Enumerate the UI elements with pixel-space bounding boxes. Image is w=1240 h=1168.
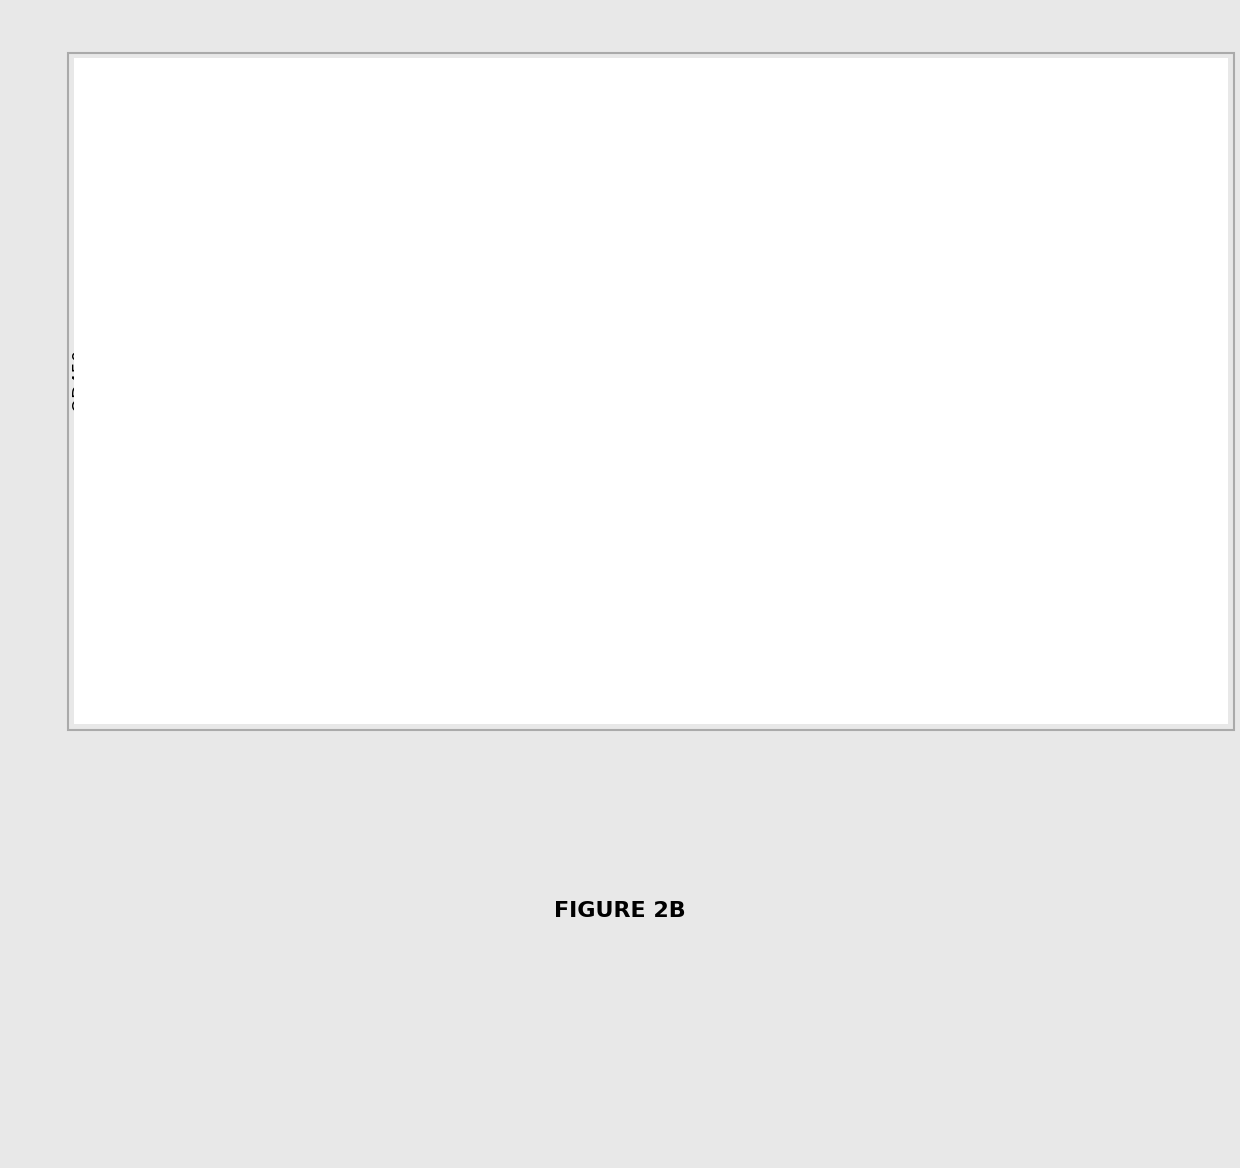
Legend: NC (6.3ug/ml), #16(22ug/ml), #18(2.5ug/ml), #23(1.8ug/ml), #26(27ug/ml), #27(23u: NC (6.3ug/ml), #16(22ug/ml), #18(2.5ug/m… — [959, 249, 1136, 477]
#23(1.8ug/ml) — [357, 310, 372, 324]
#16(22ug/ml) — [532, 530, 547, 544]
#27(23ug/ml) — [883, 580, 898, 595]
NC (6.3ug/ml) — [357, 222, 372, 236]
#40(1.7ug/ml) — [357, 383, 372, 397]
#16(22ug/ml) — [883, 558, 898, 572]
#40(1.7ug/ml) — [883, 508, 898, 522]
#31(42ug/ml) — [181, 169, 196, 183]
Line: #31(42ug/ml): #31(42ug/ml) — [182, 171, 897, 519]
Line: NC (6.3ug/ml): NC (6.3ug/ml) — [185, 158, 894, 234]
Y-axis label: OD450: OD450 — [71, 348, 89, 411]
#23(1.8ug/ml) — [181, 152, 196, 166]
#40(1.7ug/ml) — [181, 173, 196, 187]
#23(1.8ug/ml) — [532, 335, 547, 349]
#27(23ug/ml) — [181, 158, 196, 172]
#27(23ug/ml) — [357, 493, 372, 507]
#31(42ug/ml) — [707, 480, 722, 494]
NC (6.3ug/ml) — [181, 155, 196, 169]
#31(42ug/ml) — [532, 322, 547, 336]
#40(1.7ug/ml) — [707, 485, 722, 499]
#18(2.5ug/ml) — [181, 165, 196, 179]
#26(27ug/ml) — [181, 160, 196, 174]
#26(27ug/ml) — [532, 545, 547, 559]
Line: #26(27ug/ml): #26(27ug/ml) — [182, 161, 897, 598]
Line: #16(22ug/ml): #16(22ug/ml) — [184, 150, 895, 570]
#31(42ug/ml) — [357, 265, 372, 279]
#26(27ug/ml) — [707, 585, 722, 599]
Text: FIGURE 2B: FIGURE 2B — [554, 901, 686, 922]
Line: #18(2.5ug/ml): #18(2.5ug/ml) — [184, 167, 895, 472]
#27(23ug/ml) — [532, 545, 547, 559]
#18(2.5ug/ml) — [883, 460, 898, 474]
#23(1.8ug/ml) — [707, 340, 722, 354]
#16(22ug/ml) — [181, 147, 196, 161]
#16(22ug/ml) — [707, 550, 722, 564]
Line: #23(1.8ug/ml): #23(1.8ug/ml) — [184, 154, 895, 368]
Title: anti-PD-1 scFv-Fcs inhibit PD-1 binding towards PD-L1: anti-PD-1 scFv-Fcs inhibit PD-1 binding … — [239, 84, 839, 104]
X-axis label: scFv-Fc dilution factor: scFv-Fc dilution factor — [440, 675, 639, 694]
#16(22ug/ml) — [357, 498, 372, 512]
Line: #40(1.7ug/ml): #40(1.7ug/ml) — [188, 180, 890, 515]
#18(2.5ug/ml) — [532, 392, 547, 406]
#27(23ug/ml) — [707, 570, 722, 584]
#23(1.8ug/ml) — [883, 355, 898, 369]
#18(2.5ug/ml) — [357, 355, 372, 369]
#18(2.5ug/ml) — [707, 423, 722, 437]
#40(1.7ug/ml) — [532, 425, 547, 439]
Line: #27(23ug/ml): #27(23ug/ml) — [185, 160, 894, 591]
#31(42ug/ml) — [883, 506, 898, 520]
NC (6.3ug/ml) — [532, 210, 547, 224]
NC (6.3ug/ml) — [883, 190, 898, 204]
#26(27ug/ml) — [883, 583, 898, 597]
#26(27ug/ml) — [357, 491, 372, 505]
NC (6.3ug/ml) — [707, 185, 722, 199]
